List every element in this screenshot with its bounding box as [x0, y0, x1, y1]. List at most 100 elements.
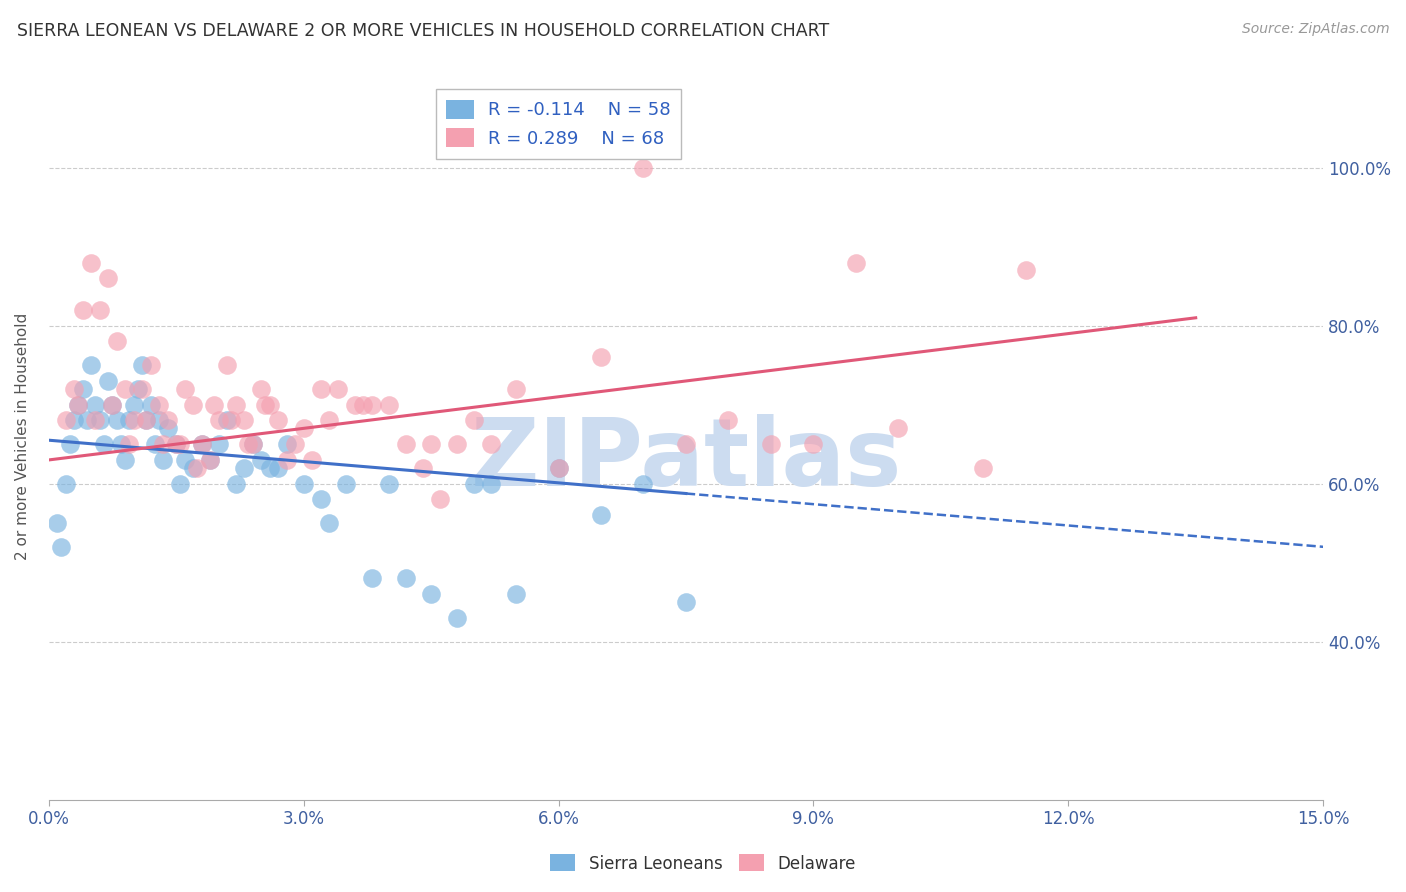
Point: [135, 413, 157, 427]
Point: [217, 358, 239, 372]
Point: [225, 476, 247, 491]
Text: SIERRA LEONEAN VS DELAWARE 2 OR MORE VEHICLES IN HOUSEHOLD CORRELATION CHART: SIERRA LEONEAN VS DELAWARE 2 OR MORE VEH…: [17, 22, 830, 40]
Point: [46, 516, 69, 530]
Point: [377, 398, 399, 412]
Point: [675, 595, 697, 609]
Point: [105, 334, 128, 349]
Point: [292, 476, 315, 491]
Point: [276, 453, 298, 467]
Point: [72, 382, 94, 396]
Point: [143, 437, 166, 451]
Point: [84, 413, 107, 427]
Point: [318, 516, 340, 530]
Point: [250, 453, 273, 467]
Point: [181, 460, 204, 475]
Point: [420, 437, 443, 451]
Point: [505, 382, 527, 396]
Point: [845, 255, 868, 269]
Point: [377, 476, 399, 491]
Point: [118, 413, 141, 427]
Point: [254, 398, 277, 412]
Point: [198, 453, 221, 467]
Point: [118, 437, 141, 451]
Point: [633, 161, 655, 175]
Point: [148, 413, 170, 427]
Point: [446, 611, 468, 625]
Point: [186, 460, 208, 475]
Legend: R = -0.114    N = 58, R = 0.289    N = 68: R = -0.114 N = 58, R = 0.289 N = 68: [436, 89, 682, 159]
Point: [276, 437, 298, 451]
Text: ZIPatlas: ZIPatlas: [470, 414, 901, 506]
Point: [420, 587, 443, 601]
Point: [547, 460, 569, 475]
Point: [318, 413, 340, 427]
Point: [284, 437, 307, 451]
Point: [352, 398, 374, 412]
Point: [122, 413, 145, 427]
Y-axis label: 2 or more Vehicles in Household: 2 or more Vehicles in Household: [15, 312, 30, 560]
Point: [135, 413, 157, 427]
Point: [139, 398, 162, 412]
Point: [412, 460, 434, 475]
Point: [89, 413, 111, 427]
Point: [208, 437, 231, 451]
Point: [80, 358, 103, 372]
Point: [242, 437, 264, 451]
Point: [84, 398, 107, 412]
Point: [63, 413, 86, 427]
Point: [148, 398, 170, 412]
Point: [233, 413, 256, 427]
Point: [72, 302, 94, 317]
Point: [446, 437, 468, 451]
Point: [97, 374, 120, 388]
Point: [208, 413, 231, 427]
Point: [173, 382, 195, 396]
Point: [1015, 263, 1038, 277]
Point: [131, 382, 153, 396]
Point: [101, 398, 124, 412]
Point: [76, 413, 98, 427]
Point: [156, 421, 179, 435]
Point: [360, 571, 382, 585]
Point: [267, 413, 290, 427]
Point: [463, 476, 485, 491]
Point: [204, 398, 226, 412]
Point: [233, 460, 256, 475]
Point: [360, 398, 382, 412]
Point: [139, 358, 162, 372]
Point: [301, 453, 323, 467]
Point: [152, 453, 174, 467]
Point: [67, 398, 90, 412]
Point: [80, 255, 103, 269]
Point: [67, 398, 90, 412]
Point: [505, 587, 527, 601]
Point: [238, 437, 260, 451]
Point: [394, 437, 416, 451]
Point: [97, 271, 120, 285]
Point: [89, 302, 111, 317]
Point: [127, 382, 149, 396]
Point: [633, 476, 655, 491]
Point: [309, 382, 332, 396]
Point: [110, 437, 132, 451]
Point: [479, 437, 502, 451]
Point: [114, 382, 136, 396]
Point: [759, 437, 782, 451]
Point: [479, 476, 502, 491]
Point: [717, 413, 740, 427]
Point: [190, 437, 212, 451]
Point: [259, 460, 281, 475]
Point: [181, 398, 204, 412]
Point: [259, 398, 281, 412]
Point: [335, 476, 357, 491]
Point: [59, 437, 82, 451]
Point: [394, 571, 416, 585]
Point: [173, 453, 195, 467]
Point: [225, 398, 247, 412]
Point: [326, 382, 349, 396]
Text: Source: ZipAtlas.com: Source: ZipAtlas.com: [1241, 22, 1389, 37]
Point: [165, 437, 187, 451]
Point: [292, 421, 315, 435]
Point: [887, 421, 910, 435]
Point: [165, 437, 187, 451]
